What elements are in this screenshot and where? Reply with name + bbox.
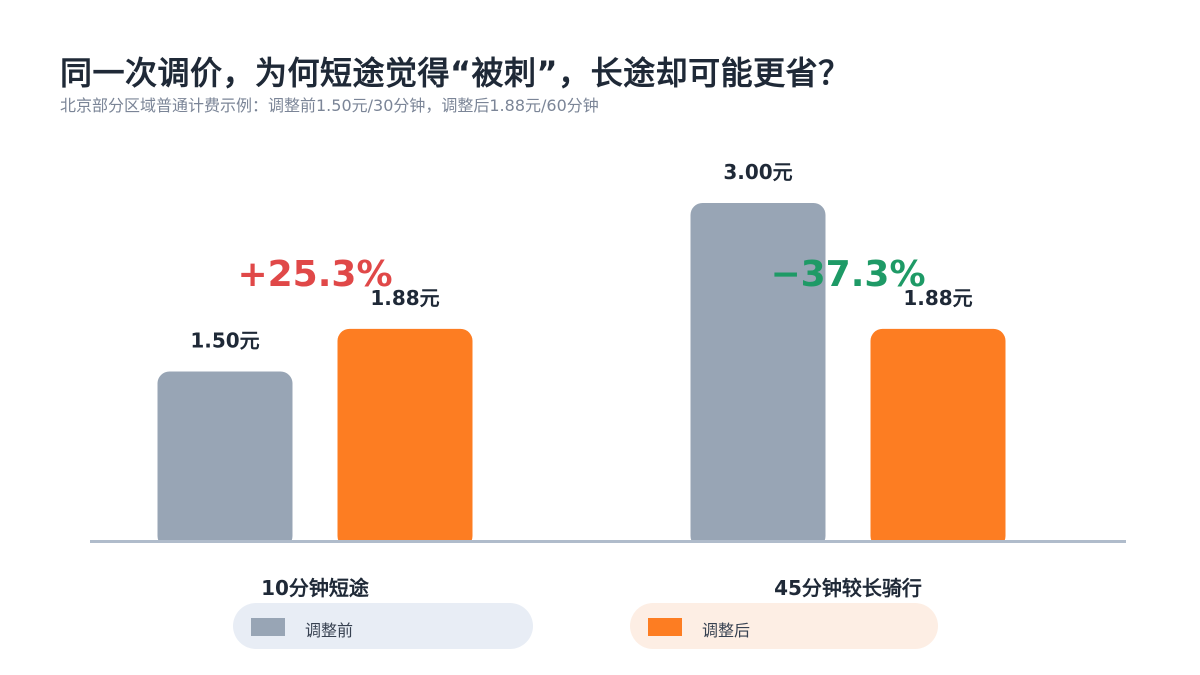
legend-item-after: 调整后 [630,603,938,649]
category-label-1: 45分钟较长骑行 [774,576,922,600]
data-label-after-1: 1.88元 [903,286,972,310]
data-label-before-0: 1.50元 [190,329,259,353]
bar-after-1 [870,328,1006,548]
legend-label-before: 调整前 [305,621,354,640]
chart-subtitle: 北京部分区域普通计费示例：调整前1.50元/30分钟，调整后1.88元/60分钟 [60,96,599,115]
x-axis-baseline [90,540,1126,543]
change-annotation-0: +25.3% [237,254,392,295]
legend-label-after: 调整后 [702,621,751,640]
bar-before-1 [690,203,826,548]
data-label-after-0: 1.88元 [370,286,439,310]
bar-before-0 [157,371,293,548]
data-label-before-1: 3.00元 [723,160,792,184]
baseline-mask [90,543,1126,555]
category-label-0: 10分钟短途 [261,576,370,600]
legend-item-before: 调整前 [233,603,533,649]
legend-swatch-before [251,618,285,636]
change-annotation-1: −37.3% [770,254,925,295]
legend-swatch-after [648,618,682,636]
chart-title: 同一次调价，为何短途觉得“被刺”，长途却可能更省？ [60,54,851,92]
bar-after-0 [337,328,473,548]
